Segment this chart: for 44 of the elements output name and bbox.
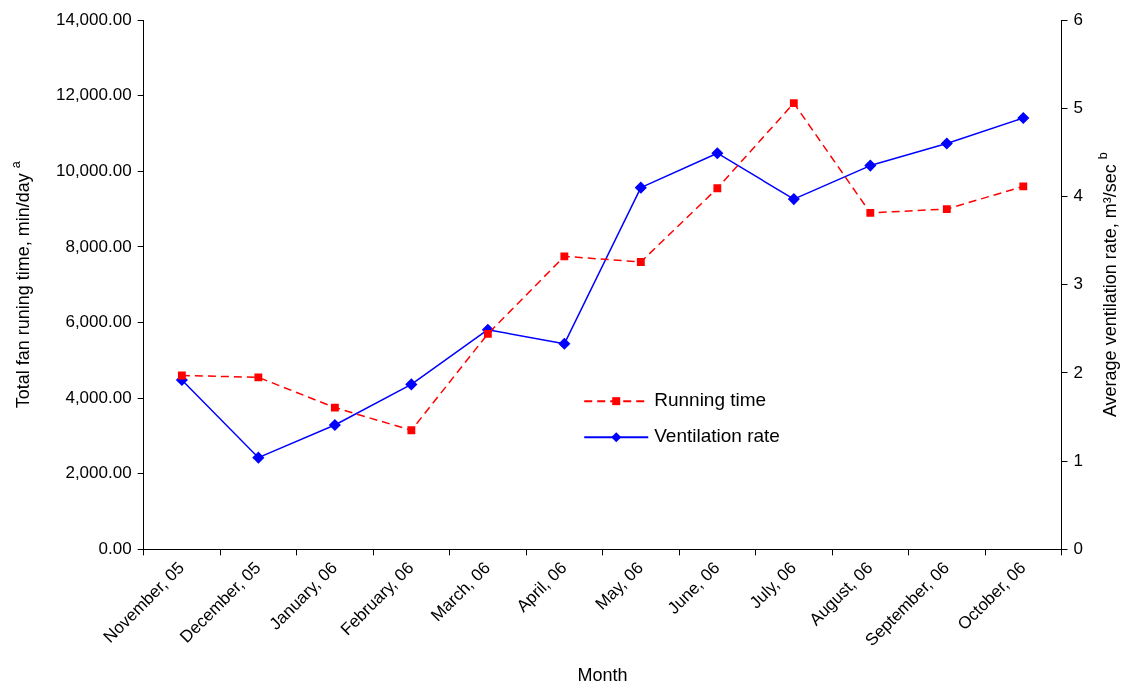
point	[330, 403, 339, 412]
x-axis-title: Month	[577, 664, 628, 685]
y2-tick-label: 3	[1073, 274, 1084, 294]
point	[866, 208, 875, 217]
y2-tick-label: 1	[1073, 450, 1084, 470]
point	[405, 378, 418, 391]
x-tick-label: July, 06	[745, 558, 800, 613]
point	[329, 419, 341, 431]
y2-tick-label: 5	[1073, 97, 1084, 117]
point	[635, 181, 647, 194]
y-tick-label: 12,000.00	[55, 85, 132, 105]
point	[942, 205, 951, 213]
point	[711, 147, 724, 159]
point	[558, 338, 571, 350]
point	[177, 371, 186, 380]
y-tick-label: 10,000.00	[55, 160, 132, 180]
y2-tick-label: 2	[1073, 362, 1084, 382]
legend-label: Running time	[654, 389, 767, 411]
point	[1019, 182, 1028, 191]
y-tick-label: 2,000.00	[65, 463, 132, 483]
y-tick-label: 0.00	[98, 539, 132, 559]
point	[407, 426, 416, 435]
point	[560, 252, 569, 261]
y2-tick-label: 0	[1073, 539, 1084, 559]
point	[254, 373, 263, 382]
y-tick-label: 6,000.00	[65, 312, 132, 332]
point	[636, 258, 645, 266]
y-axis-title: Total fan runing time, min/day a	[9, 161, 33, 409]
y-tick-label: 4,000.00	[65, 387, 132, 407]
legend-label: Ventilation rate	[654, 425, 780, 447]
y2-axis-title: Average ventilation rate, m³/sec b	[1096, 152, 1120, 418]
y2-tick-label: 6	[1073, 9, 1084, 29]
point	[483, 329, 492, 338]
point	[941, 137, 953, 150]
point	[713, 184, 722, 193]
point	[252, 451, 265, 464]
y2-tick-label: 4	[1073, 186, 1084, 206]
y-tick-label: 14,000.00	[55, 9, 132, 29]
point	[788, 193, 800, 205]
x-tick-label: May, 06	[591, 558, 647, 614]
point	[1017, 112, 1030, 124]
point	[864, 159, 877, 172]
point	[789, 99, 798, 108]
y-tick-label: 8,000.00	[65, 236, 132, 256]
